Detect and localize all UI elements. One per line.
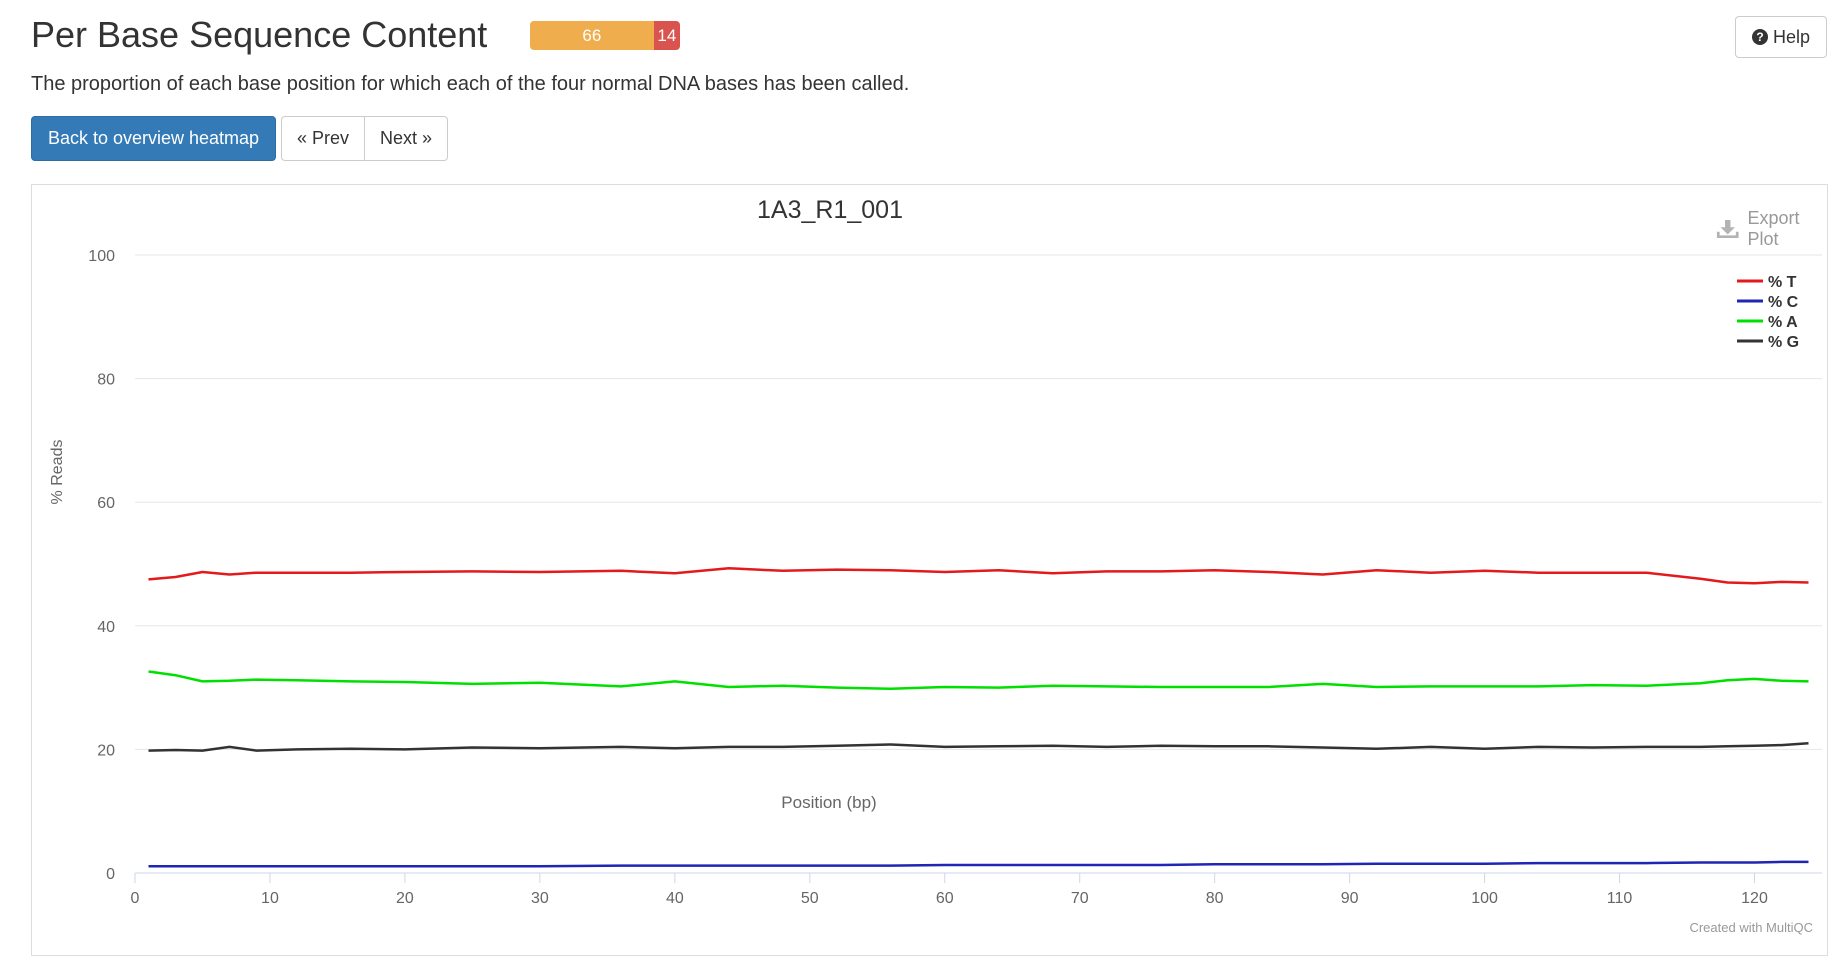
x-tick-label: 40 bbox=[666, 890, 684, 907]
legend-item-label[interactable]: % A bbox=[1768, 314, 1798, 331]
question-circle-icon: ? bbox=[1751, 29, 1768, 45]
prev-button[interactable]: « Prev bbox=[281, 116, 365, 161]
y-tick-label: 40 bbox=[97, 619, 115, 636]
download-icon bbox=[1716, 219, 1739, 239]
legend-item-label[interactable]: % T bbox=[1768, 274, 1797, 291]
x-tick-label: 50 bbox=[801, 890, 819, 907]
credits-link[interactable]: Created with MultiQC bbox=[1689, 920, 1813, 935]
line-chart: 1A3_R1_001 0 20 40 60 80 100 0 10 20 30 40 50 60 70 80… bbox=[49, 196, 1822, 907]
status-warn-segment[interactable]: 66 bbox=[530, 21, 654, 50]
plot-panel: 1A3_R1_001 0 20 40 60 80 100 0 10 20 30 40 50 60 70 80… bbox=[31, 184, 1828, 956]
series-line-a[interactable] bbox=[148, 670, 1809, 691]
y-tick-label: 60 bbox=[97, 495, 115, 512]
x-tick-label: 30 bbox=[531, 890, 549, 907]
x-tick-label: 100 bbox=[1471, 890, 1498, 907]
x-axis-label: Position (bp) bbox=[781, 793, 876, 812]
legend-item-label[interactable]: % C bbox=[1768, 294, 1799, 311]
back-to-heatmap-button[interactable]: Back to overview heatmap bbox=[31, 116, 276, 161]
y-tick-label: 80 bbox=[97, 372, 115, 389]
x-tick-label: 70 bbox=[1071, 890, 1089, 907]
x-tick-label: 60 bbox=[936, 890, 954, 907]
chart-title: 1A3_R1_001 bbox=[757, 196, 903, 224]
export-plot-label: Export Plot bbox=[1747, 208, 1800, 249]
x-tick-label: 0 bbox=[131, 890, 140, 907]
legend-item-label[interactable]: % G bbox=[1768, 334, 1799, 351]
y-tick-label: 20 bbox=[97, 742, 115, 759]
x-tick-label: 80 bbox=[1206, 890, 1224, 907]
series-line-t[interactable] bbox=[148, 567, 1809, 585]
x-tick-label: 120 bbox=[1741, 890, 1768, 907]
x-tick-label: 10 bbox=[261, 890, 279, 907]
x-tick-label: 20 bbox=[396, 890, 414, 907]
series-line-c[interactable] bbox=[148, 860, 1809, 868]
y-axis-label: % Reads bbox=[49, 440, 66, 505]
prev-next-button-group: « Prev Next » bbox=[281, 116, 448, 161]
y-tick-label: 0 bbox=[106, 866, 115, 883]
section-description: The proportion of each base position for… bbox=[31, 73, 910, 95]
page-title: Per Base Sequence Content bbox=[31, 14, 488, 55]
status-progress-bar[interactable]: 66 14 bbox=[530, 21, 680, 50]
export-plot-button[interactable]: Export Plot bbox=[1716, 208, 1827, 250]
help-button[interactable]: ? Help bbox=[1735, 16, 1827, 58]
y-tick-label: 100 bbox=[88, 248, 115, 265]
help-label: Help bbox=[1772, 26, 1811, 47]
x-tick-label: 110 bbox=[1607, 890, 1633, 907]
status-fail-segment[interactable]: 14 bbox=[653, 21, 680, 50]
x-tick-label: 90 bbox=[1341, 890, 1359, 907]
series-line-g[interactable] bbox=[148, 741, 1809, 752]
next-button[interactable]: Next » bbox=[364, 116, 448, 161]
